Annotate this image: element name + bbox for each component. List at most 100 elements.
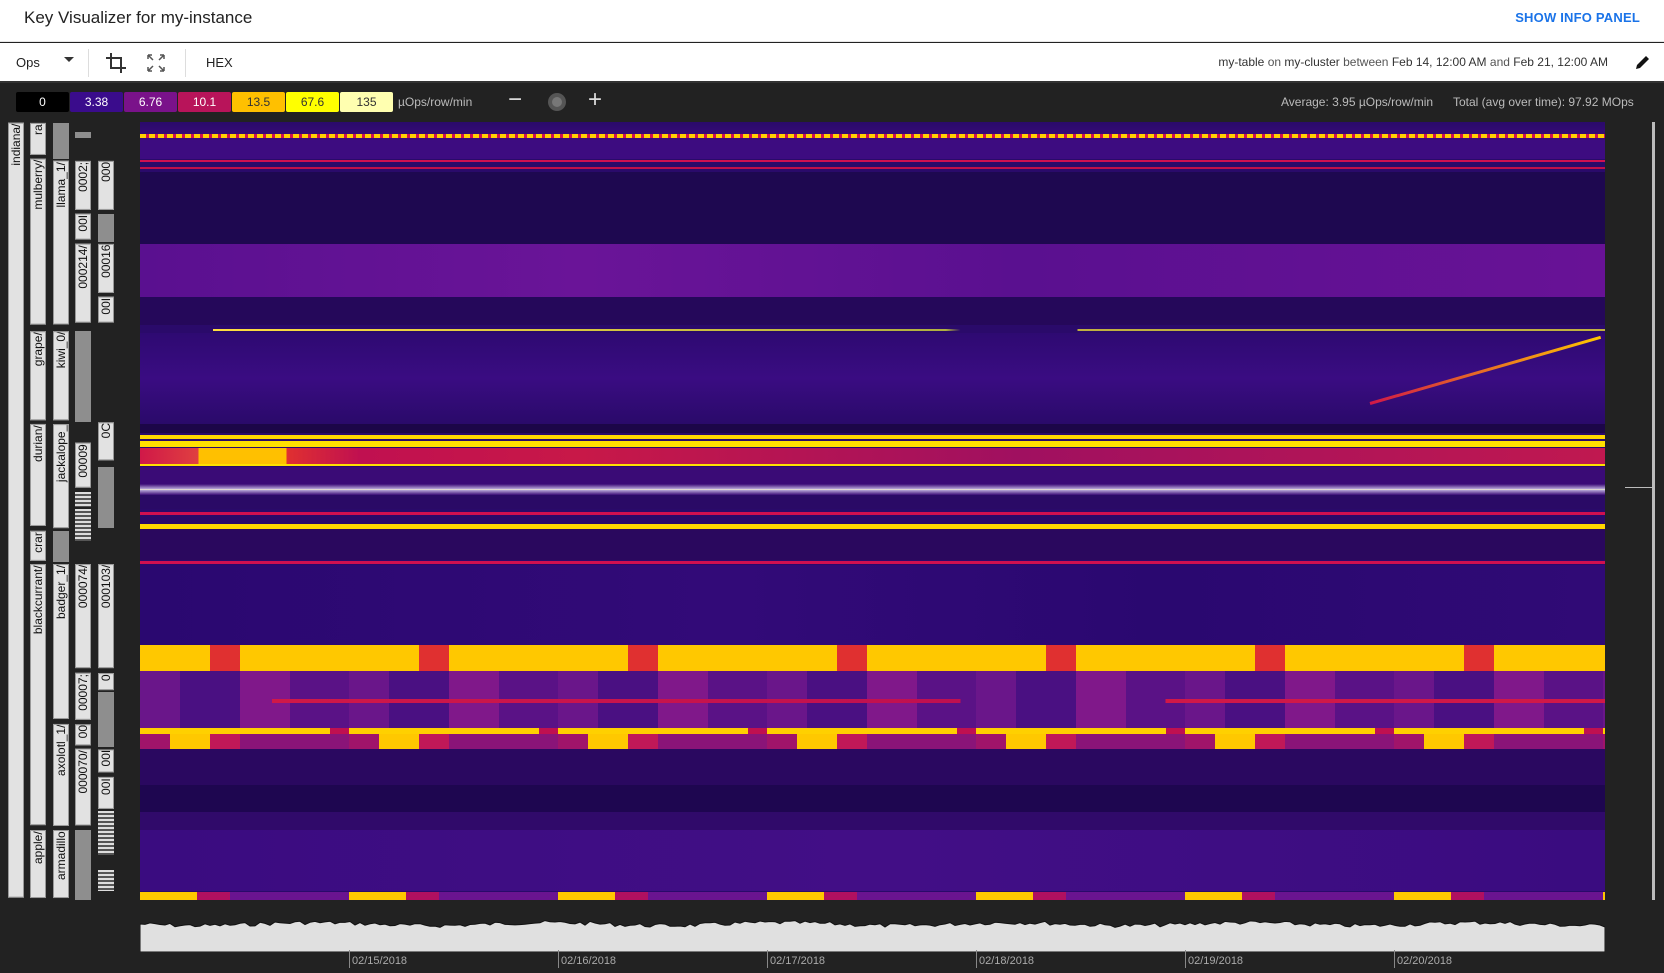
heatmap-band [140, 244, 1605, 298]
heatmap-band [140, 483, 1605, 495]
average-stat: Average: 3.95 µOps/row/min [1281, 95, 1434, 109]
row-key-label[interactable]: 000103/ [98, 564, 114, 669]
row-key-label[interactable]: ra [30, 123, 46, 155]
heatmap-band [140, 749, 1605, 786]
row-key-label[interactable]: 00I [75, 214, 91, 240]
show-info-panel-button[interactable]: SHOW INFO PANEL [1515, 10, 1640, 25]
row-key-label[interactable]: apple/ [30, 829, 46, 898]
edit-pencil-icon[interactable] [1634, 53, 1652, 71]
row-key-label[interactable]: grape/ [30, 331, 46, 421]
ops-over-time-sparkline [140, 920, 1605, 952]
row-key-segment [98, 691, 114, 747]
heatmap-band [140, 524, 1605, 529]
heatmap-band [140, 561, 1605, 564]
row-key-segment [53, 530, 69, 563]
row-key-label[interactable]: 000214/ [75, 244, 91, 323]
text-between: between [1343, 55, 1389, 69]
row-key-label[interactable]: 000 [98, 161, 114, 211]
key-heatmap[interactable] [140, 122, 1605, 900]
heatmap-band [140, 447, 1605, 464]
heatmap-band [140, 494, 1605, 510]
scan-description: my-table on my-cluster between Feb 14, 1… [1218, 55, 1608, 69]
brightness-icon[interactable] [545, 90, 569, 114]
row-key-label[interactable]: llama_1/ [53, 161, 69, 325]
time-axis-tick: 02/17/2018 [767, 950, 825, 968]
row-key-stripes [98, 870, 114, 892]
heatmap-band [140, 166, 1605, 169]
heatmap-band [140, 511, 1605, 515]
heatmap-band [140, 645, 1605, 671]
time-axis-tick: 02/20/2018 [1394, 950, 1452, 968]
row-key-label[interactable]: 00 [75, 723, 91, 745]
divider [88, 49, 89, 77]
row-key-segment [75, 829, 91, 900]
scroll-marker [1625, 487, 1653, 488]
legend-stop: 0 [16, 92, 69, 112]
heatmap-band [140, 171, 1605, 245]
metric-select-value: Ops [16, 55, 40, 70]
decrease-brightness-button[interactable]: − [508, 86, 523, 113]
heatmap-band [140, 811, 1605, 830]
row-key-label[interactable]: 0 [98, 672, 114, 690]
row-key-label[interactable]: mulberry/ [30, 159, 46, 325]
row-key-label[interactable]: durian/ [30, 424, 46, 527]
row-key-label[interactable]: 0C [98, 422, 114, 461]
heatmap-band [140, 564, 1605, 646]
text-and: and [1489, 55, 1510, 69]
text-on: on [1267, 55, 1282, 69]
metric-select[interactable]: Ops [16, 55, 40, 70]
heatmap-band [140, 466, 1605, 484]
divider [185, 49, 186, 77]
fullscreen-icon[interactable] [146, 53, 166, 73]
row-key-label[interactable]: 00016 [98, 244, 114, 293]
row-key-label[interactable]: 000074/ [75, 564, 91, 669]
row-key-stripes [75, 492, 91, 508]
title-bar: Key Visualizer for my-instance SHOW INFO… [0, 0, 1664, 42]
chevron-down-icon[interactable] [64, 57, 74, 62]
row-key-segment [75, 331, 91, 423]
time-axis-tick: 02/18/2018 [976, 950, 1034, 968]
heatmap-band [140, 829, 1605, 892]
end-time: Feb 21, 12:00 AM [1513, 55, 1608, 69]
heatmap-band [140, 891, 1605, 900]
heatmap-band [140, 728, 1605, 735]
start-time: Feb 14, 12:00 AM [1391, 55, 1487, 69]
crop-icon[interactable] [104, 51, 128, 75]
heatmap-band [140, 297, 1605, 325]
legend-stop: 135 [340, 92, 393, 112]
vertical-scrollbar[interactable] [1652, 122, 1655, 900]
legend-stop: 6.76 [124, 92, 177, 112]
row-key-label[interactable]: 00007; [75, 672, 91, 720]
heatmap-band [140, 734, 1605, 750]
row-key-label[interactable]: badger_1/ [53, 564, 69, 720]
row-key-label[interactable]: 000070/ [75, 749, 91, 826]
heatmap-band [140, 463, 1605, 466]
heatmap-band [140, 435, 1605, 440]
row-key-label[interactable]: 00I [98, 297, 114, 323]
legend-stop: 10.1 [178, 92, 231, 112]
row-key-label[interactable]: armadillo [53, 829, 69, 898]
hex-toggle[interactable]: HEX [206, 55, 233, 70]
heatmap-band [140, 160, 1605, 163]
table-name: my-table [1218, 55, 1265, 69]
page-title: Key Visualizer for my-instance [24, 8, 253, 27]
row-key-segment [98, 214, 114, 242]
heatmap-band [140, 699, 1605, 703]
legend-unit: µOps/row/min [398, 95, 473, 109]
row-key-label[interactable]: 00I [98, 749, 114, 773]
cluster-name: my-cluster [1284, 55, 1340, 69]
row-key-label[interactable]: 00I [98, 776, 114, 809]
row-key-label[interactable]: 00009 [75, 443, 91, 489]
row-key-label[interactable]: indiana/ [8, 123, 24, 898]
row-key-label[interactable]: kiwi_0/ [53, 331, 69, 421]
row-key-label[interactable]: 0002; [75, 161, 91, 211]
row-key-label[interactable]: axolotl_1/ [53, 723, 69, 826]
row-key-stripes [75, 509, 91, 542]
row-key-label[interactable]: crar [30, 530, 46, 561]
increase-brightness-button[interactable]: + [588, 86, 603, 113]
heatmap-band [140, 528, 1605, 561]
legend-stop: 67.6 [286, 92, 339, 112]
heatmap-band [140, 133, 1605, 138]
row-key-label[interactable]: blackcurrant/ [30, 564, 46, 826]
row-key-label[interactable]: jackalope_ [53, 424, 69, 529]
